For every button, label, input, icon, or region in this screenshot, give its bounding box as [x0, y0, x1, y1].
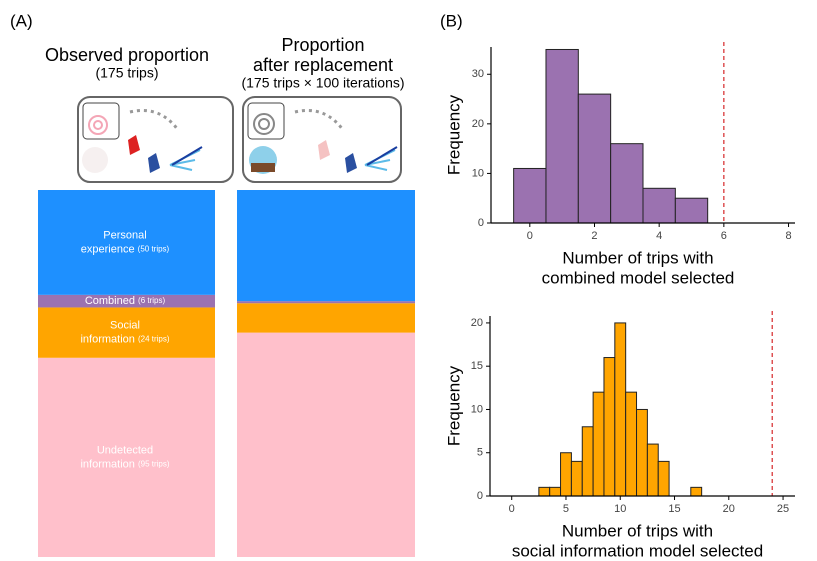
chart-title: after replacement — [253, 55, 393, 75]
icon-box-replacement — [242, 96, 402, 183]
bar — [560, 452, 572, 497]
segment-label: information (24 trips) — [80, 334, 169, 346]
segment-label: information (95 trips) — [80, 458, 169, 470]
bar — [538, 486, 551, 497]
panel-label: (B) — [440, 11, 463, 30]
chart-subtitle: (175 trips) — [95, 65, 158, 81]
bar — [690, 486, 703, 497]
segment-label: experience (50 trips) — [81, 243, 170, 255]
y-tick-label: 0 — [478, 217, 484, 229]
segment-label: Personal — [103, 229, 146, 241]
y-tick-label: 5 — [477, 447, 483, 459]
bar-segment — [38, 190, 215, 295]
x-tick-label: 25 — [777, 503, 789, 515]
y-tick-label: 30 — [472, 68, 484, 80]
x-tick-label: 6 — [721, 230, 727, 242]
x-tick-label: 0 — [527, 230, 533, 242]
bar — [549, 486, 562, 497]
x-tick-label: 20 — [723, 503, 735, 515]
segment-name: information — [80, 334, 134, 346]
bar-segment — [237, 303, 415, 333]
bar — [646, 443, 659, 497]
x-tick-label: 0 — [509, 503, 515, 515]
bar — [625, 391, 638, 497]
segment-value-label: (24 trips) — [138, 335, 170, 344]
chart-subtitle: (175 trips × 100 iterations) — [241, 75, 404, 91]
bar — [610, 143, 644, 224]
y-axis-label: Frequency — [444, 94, 463, 175]
segment-value-label: (6 trips) — [138, 296, 165, 305]
icon-box-observed — [77, 96, 234, 183]
y-tick-label: 10 — [471, 403, 483, 415]
x-axis-label: social information model selected — [512, 541, 763, 560]
y-axis-label: Frequency — [444, 365, 463, 446]
y-tick-label: 20 — [471, 317, 483, 329]
x-tick-label: 15 — [668, 503, 680, 515]
bar — [545, 48, 579, 224]
segment-label: Combined (6 trips) — [85, 295, 166, 307]
bar-segment — [237, 190, 415, 302]
x-axis-label: Number of trips with — [562, 248, 713, 267]
y-tick-label: 10 — [472, 167, 484, 179]
x-tick-label: 5 — [563, 503, 569, 515]
segment-label: Social — [110, 320, 140, 332]
x-tick-label: 8 — [785, 230, 791, 242]
bar-segment — [38, 357, 215, 557]
panel-label: (A) — [10, 11, 33, 30]
segment-name: Undetected — [97, 444, 153, 456]
x-tick-label: 4 — [656, 230, 662, 242]
chart-title: Proportion — [281, 35, 364, 55]
x-axis-label: Number of trips with — [562, 521, 713, 540]
bar-segment — [38, 294, 215, 308]
x-tick-label: 2 — [591, 230, 597, 242]
segment-value-label: (50 trips) — [138, 245, 170, 254]
segment-name: Personal — [103, 229, 146, 241]
bar — [657, 460, 670, 497]
bar — [636, 408, 648, 497]
x-tick-label: 10 — [614, 503, 626, 515]
bar-segment — [38, 307, 215, 358]
segment-name: information — [80, 458, 134, 470]
bar-segment — [237, 301, 415, 304]
bar — [603, 357, 616, 497]
bar — [642, 187, 676, 224]
bar — [674, 197, 709, 224]
y-tick-label: 15 — [471, 360, 483, 372]
segment-label: Undetected — [97, 444, 153, 456]
y-tick-label: 0 — [477, 490, 483, 502]
chart-title: Observed proportion — [45, 45, 209, 65]
bar — [513, 167, 547, 224]
y-tick-label: 20 — [472, 118, 484, 130]
bar — [592, 391, 605, 497]
bar — [570, 460, 583, 497]
bar — [581, 426, 594, 497]
bar — [614, 322, 627, 497]
segment-name: Combined — [85, 295, 135, 307]
bar — [577, 93, 612, 224]
segment-name: Social — [110, 320, 140, 332]
x-axis-label: combined model selected — [542, 268, 735, 287]
segment-name: experience — [81, 243, 135, 255]
segment-value-label: (95 trips) — [138, 459, 170, 468]
bar-segment — [237, 332, 415, 557]
